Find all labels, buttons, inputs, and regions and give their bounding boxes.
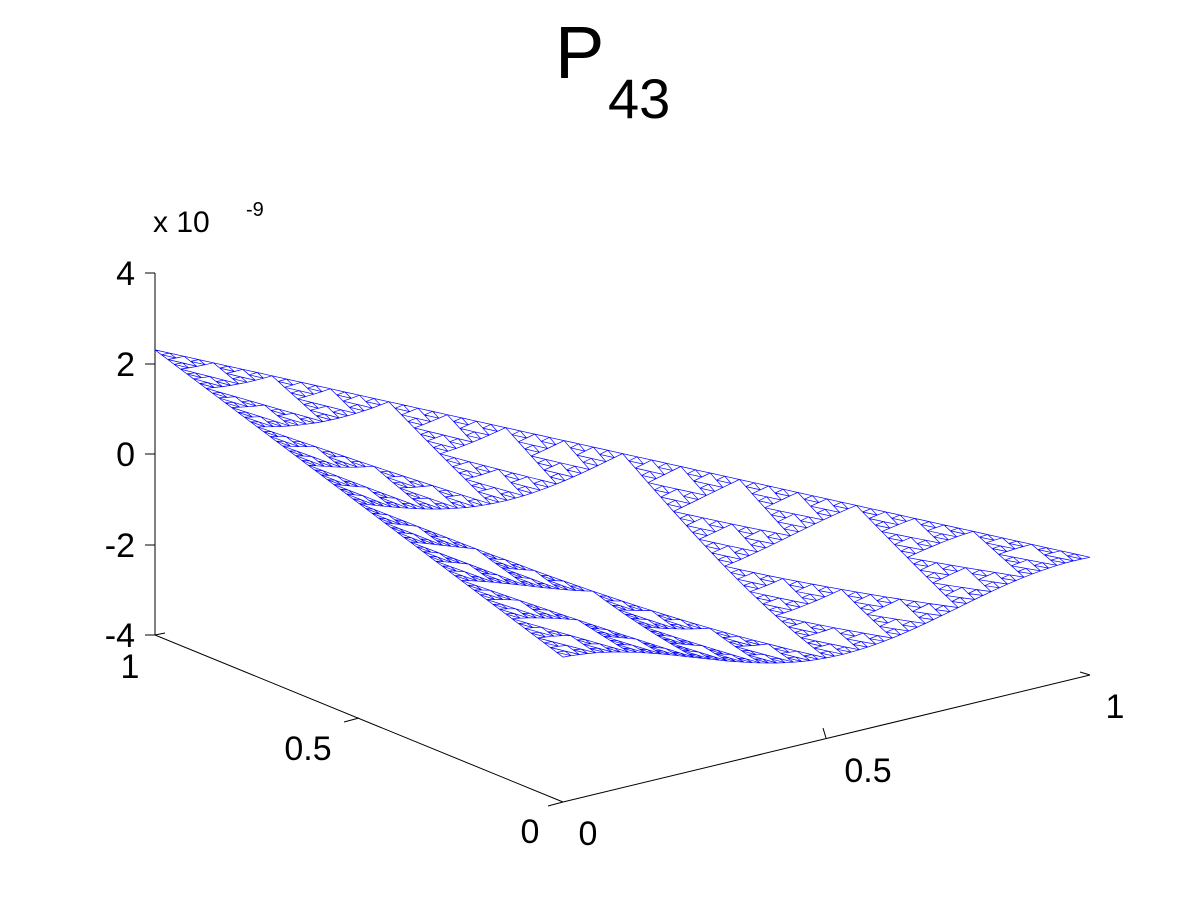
z-tick-label: -4 xyxy=(105,617,135,655)
z-tick-label: 2 xyxy=(116,346,135,384)
y-tick-label: 0 xyxy=(521,813,540,851)
x-tick-label: 1 xyxy=(1106,688,1125,726)
y-tick-label: 1 xyxy=(121,648,140,686)
z-tick-label: 4 xyxy=(116,255,135,293)
gasket-mesh xyxy=(154,349,1091,664)
x-tick-label: 0.5 xyxy=(844,752,891,790)
y-tick-mark xyxy=(547,801,564,807)
z-ticks: 4 2 0 -2 -4 xyxy=(105,255,155,655)
chart-title: P xyxy=(555,11,604,94)
y-ticks: 1 0.5 0 xyxy=(121,632,564,851)
x-tick-mark xyxy=(1079,671,1091,676)
chart-title-subscript: 43 xyxy=(608,67,670,130)
gasket-surface xyxy=(154,349,1091,664)
x-tick-label: 0 xyxy=(579,815,598,853)
y-tick-mark xyxy=(343,717,360,723)
z-scale-label: x 10 xyxy=(153,206,210,239)
z-scale-exponent: -9 xyxy=(246,199,264,221)
x-axis-line xyxy=(562,674,1091,803)
z-tick-label: 0 xyxy=(116,436,135,474)
x-tick-mark xyxy=(822,727,827,739)
z-tick-label: -2 xyxy=(105,527,135,565)
y-tick-label: 0.5 xyxy=(284,730,331,768)
x-ticks: 0 0.5 1 xyxy=(579,671,1125,853)
y-tick-mark xyxy=(154,632,166,636)
